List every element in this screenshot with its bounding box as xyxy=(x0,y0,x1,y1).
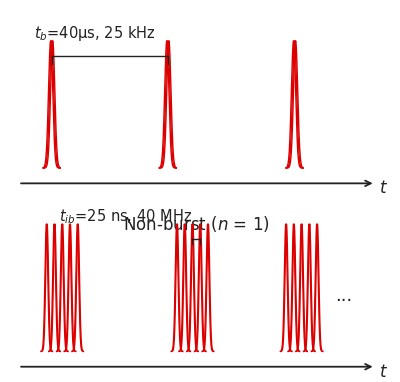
Text: $t_b$=40μs, 25 kHz: $t_b$=40μs, 25 kHz xyxy=(34,24,156,43)
Text: $t$: $t$ xyxy=(379,363,388,381)
Text: Non-burst ($n$ = 1): Non-burst ($n$ = 1) xyxy=(123,214,269,234)
Text: $t_{ib}$=25 ns, 40 MHz: $t_{ib}$=25 ns, 40 MHz xyxy=(59,207,192,226)
Text: $t$: $t$ xyxy=(379,180,388,197)
Text: ...: ... xyxy=(335,287,352,305)
